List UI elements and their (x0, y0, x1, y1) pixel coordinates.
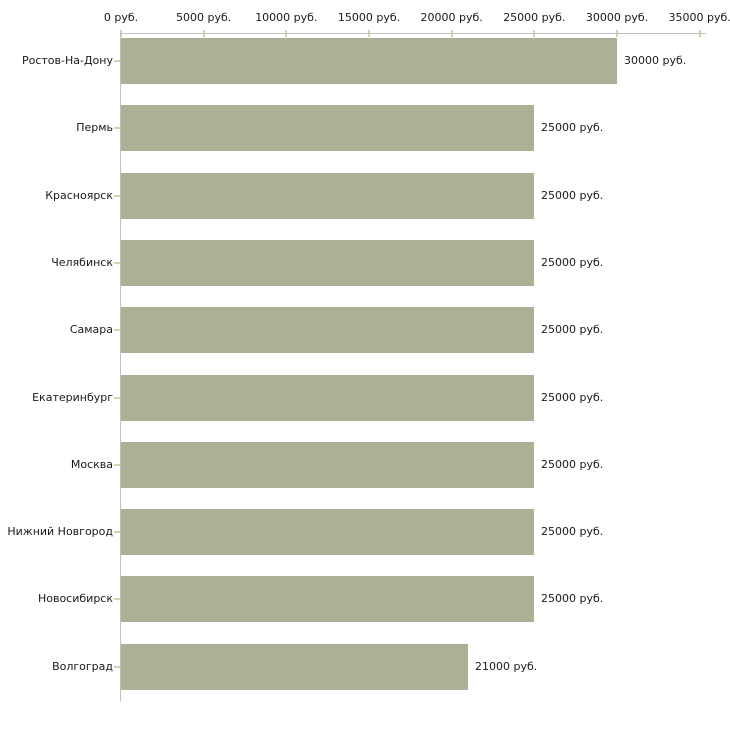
x-tick-label: 20000 руб. (420, 11, 483, 24)
bar (121, 576, 534, 623)
y-tick-mark (114, 261, 120, 264)
bar-value-label: 25000 руб. (541, 255, 604, 269)
bar-value-label: 30000 руб. (624, 54, 687, 67)
bar-value-label: 21000 руб. (475, 659, 538, 673)
y-tick-mark (114, 127, 120, 130)
bar (121, 643, 468, 690)
category-label: Красноярск (45, 188, 113, 202)
bar (121, 374, 534, 421)
bar-value-label: 25000 руб. (541, 121, 604, 135)
category-label: Волгоград (52, 659, 113, 673)
y-tick-mark (114, 463, 120, 466)
y-tick-mark (114, 60, 120, 62)
category-label: Челябинск (51, 255, 113, 269)
x-tick-label: 35000 руб. (668, 11, 730, 24)
bar (121, 239, 534, 286)
bar-value-label: 25000 руб. (541, 592, 604, 606)
y-tick-mark (114, 531, 120, 534)
x-tick-label: 30000 руб. (585, 11, 649, 24)
y-tick-mark (114, 396, 120, 399)
x-tick-label: 10000 руб. (255, 11, 318, 24)
category-label: Москва (70, 457, 113, 471)
bar-value-label: 25000 руб. (541, 525, 604, 539)
bar-value-label: 25000 руб. (541, 457, 604, 471)
bar (121, 307, 534, 354)
x-tick-label: 0 руб. (103, 11, 139, 24)
y-axis-line (120, 33, 121, 701)
bar-value-label: 25000 руб. (541, 323, 604, 337)
x-axis-line (121, 33, 706, 34)
bar-value-label: 25000 руб. (541, 390, 604, 404)
bar (121, 105, 534, 152)
bar (121, 172, 534, 219)
y-tick-mark (114, 194, 120, 197)
category-label: Екатеринбург (32, 390, 113, 404)
category-label: Самара (69, 323, 113, 337)
bar (121, 38, 617, 84)
category-label: Нижний Новгород (7, 525, 113, 539)
y-tick-mark (114, 665, 120, 668)
bar-value-label: 25000 руб. (541, 188, 604, 202)
x-tick-label: 25000 руб. (503, 11, 566, 24)
x-tick-label: 15000 руб. (337, 11, 401, 24)
category-label: Ростов-На-Дону (21, 54, 113, 67)
bar (121, 509, 534, 556)
category-label: Новосибирск (37, 592, 113, 606)
category-label: Пермь (76, 121, 113, 135)
y-tick-mark (114, 329, 120, 332)
bar (121, 441, 534, 488)
x-tick-label: 5000 руб. (176, 11, 232, 24)
y-tick-mark (114, 598, 120, 601)
